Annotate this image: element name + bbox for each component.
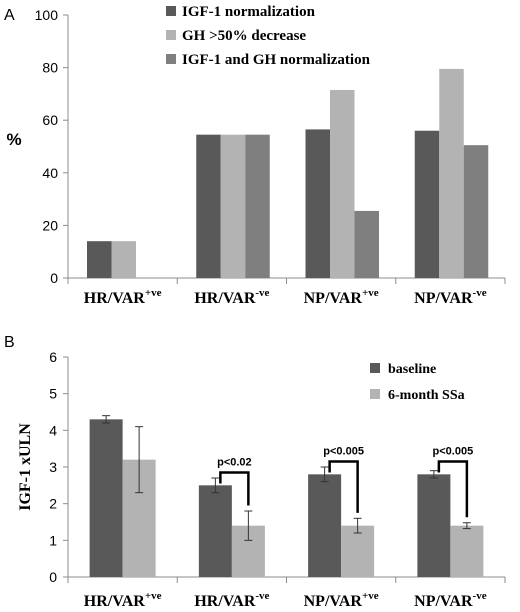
legend-label: 6-month SSa <box>388 388 465 403</box>
y-tick-label: 6 <box>49 349 57 365</box>
y-tick-label: 4 <box>49 422 57 438</box>
legend-swatch <box>370 363 380 373</box>
x-category-label-superscript: -ve <box>473 287 487 299</box>
x-category-label-base: NP/VAR <box>304 290 363 307</box>
x-category-label-base: NP/VAR <box>414 290 473 307</box>
y-axis-label: % <box>6 130 21 149</box>
bar-gh-50-decrease <box>220 134 246 278</box>
p-value-annotation: p<0.005 <box>433 446 474 458</box>
x-category-label: NP/VAR-ve <box>414 287 487 307</box>
x-category-label-superscript: +ve <box>362 287 379 299</box>
bar-gh-50-decrease <box>330 89 355 278</box>
bar-gh-50-decrease <box>111 241 136 278</box>
y-tick-label: 60 <box>42 112 58 128</box>
legend: IGF-1 normalization GH >50% decrease IGF-1… <box>166 4 371 68</box>
legend-label: IGF-1 normalization <box>182 4 316 20</box>
x-category-label: NP/VAR+ve <box>304 287 379 307</box>
x-category-label-superscript: -ve <box>255 590 269 602</box>
panel-label: A <box>4 7 15 24</box>
x-category-label-base: HR/VAR <box>84 593 145 610</box>
significance-bracket <box>437 460 469 518</box>
legend-label: IGF-1 and GH normalization <box>182 52 371 68</box>
y-tick-label: 0 <box>49 569 57 585</box>
x-category-label-superscript: -ve <box>473 590 487 602</box>
x-category-label-superscript: -ve <box>255 287 269 299</box>
x-category-label-base: NP/VAR <box>304 593 363 610</box>
y-tick-label: 100 <box>35 7 59 23</box>
x-category-label-base: HR/VAR <box>84 290 145 307</box>
legend: baseline 6-month SSa <box>370 362 465 403</box>
y-tick-label: 1 <box>49 532 57 548</box>
bar-baseline <box>308 474 342 577</box>
significance-bracket <box>328 460 359 513</box>
bar-igf-1-normalization <box>196 134 221 278</box>
y-axis-label: IGF-1 xULN <box>17 423 34 511</box>
x-category-label-base: HR/VAR <box>194 290 255 307</box>
bar-baseline <box>198 485 232 577</box>
p-value-annotation: p<0.005 <box>323 446 364 458</box>
bar-igf-1-normalization <box>87 241 112 278</box>
y-tick-label: 40 <box>42 165 58 181</box>
y-tick-label: 20 <box>42 217 58 233</box>
bar-igf-1-normalization <box>305 129 330 278</box>
significance-bracket <box>219 471 250 506</box>
x-category-label: HR/VAR-ve <box>194 287 269 307</box>
legend-swatch <box>166 6 176 16</box>
legend-swatch <box>166 54 176 64</box>
legend-label: GH >50% decrease <box>182 28 306 44</box>
bar-igf-1-and-gh-normalization <box>245 134 270 278</box>
x-category-label-base: NP/VAR <box>414 593 473 610</box>
bar-igf-1-and-gh-normalization <box>354 210 379 278</box>
y-tick-label: 0 <box>50 270 58 286</box>
y-tick-label: 5 <box>49 386 57 402</box>
legend-label: baseline <box>388 362 436 377</box>
bar-igf-1-normalization <box>414 130 440 278</box>
x-category-label-superscript: +ve <box>145 287 162 299</box>
x-category-label: NP/VAR-ve <box>414 590 487 610</box>
x-category-label-superscript: +ve <box>362 590 379 602</box>
legend-swatch <box>166 30 176 40</box>
bar-6-month-ssa <box>341 525 375 577</box>
bar-6-month-ssa <box>450 525 484 577</box>
x-category-label-superscript: +ve <box>145 590 162 602</box>
x-category-label: NP/VAR+ve <box>304 590 379 610</box>
bar-igf-1-and-gh-normalization <box>463 145 489 278</box>
legend-swatch <box>370 389 380 399</box>
y-tick-label: 3 <box>49 459 57 475</box>
p-value-annotation: p<0.02 <box>217 457 252 469</box>
x-category-label: HR/VAR+ve <box>84 590 162 610</box>
x-category-label-base: HR/VAR <box>194 593 255 610</box>
x-category-label: HR/VAR+ve <box>84 287 162 307</box>
bar-baseline <box>417 474 451 577</box>
bar-gh-50-decrease <box>439 68 464 278</box>
y-tick-label: 2 <box>49 496 57 512</box>
panel-label: B <box>4 334 15 351</box>
x-category-label: HR/VAR-ve <box>194 590 269 610</box>
bar-baseline <box>89 419 123 577</box>
y-tick-label: 80 <box>42 60 58 76</box>
